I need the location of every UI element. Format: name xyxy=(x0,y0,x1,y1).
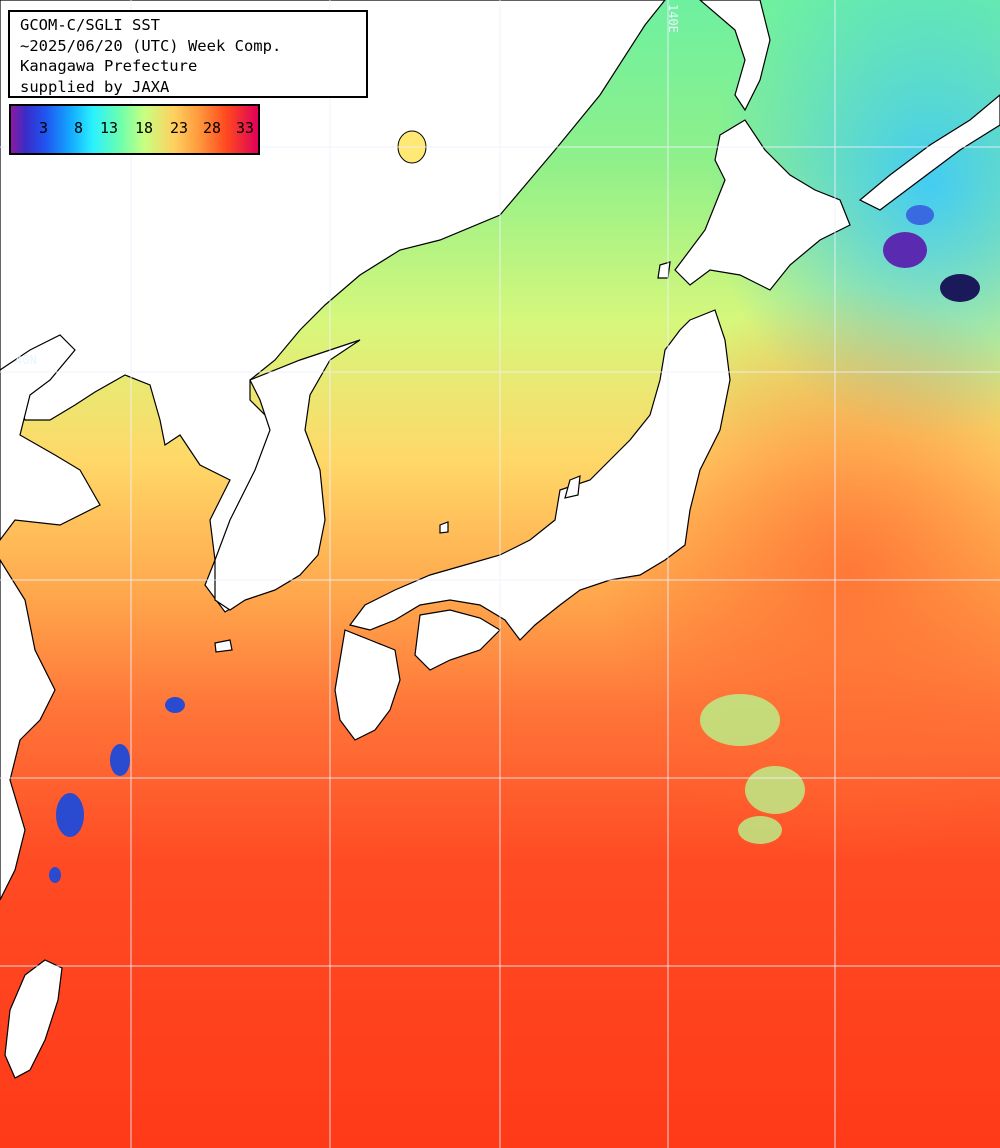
title-line-4: supplied by JAXA xyxy=(20,77,170,96)
title-line-2: ~2025/06/20 (UTC) Week Comp. xyxy=(20,36,282,55)
title-line-1: GCOM-C/SGLI SST xyxy=(20,16,160,34)
landmass-kuril-kamchatka xyxy=(858,94,1000,211)
colorbar-tick: 28 xyxy=(203,119,222,137)
cold-patch-east-hokkaido xyxy=(883,205,980,302)
landmass-taiwan xyxy=(4,959,63,1079)
cloud-specks-west xyxy=(49,697,185,883)
colorbar-tick: 33 xyxy=(236,119,255,137)
colorbar-tick: 13 xyxy=(100,119,119,137)
landmass-china-coast xyxy=(0,558,56,901)
title-line-3: Kanagawa Prefecture xyxy=(20,57,198,75)
landmass-china xyxy=(0,334,101,541)
colorbar-tick: 3 xyxy=(39,119,49,137)
landmass-kyushu xyxy=(334,629,401,741)
landmass-korea xyxy=(214,339,361,611)
landmass-jeju xyxy=(214,639,233,653)
colorbar-tick: 8 xyxy=(74,119,84,137)
landmass-sakhalin xyxy=(699,0,771,112)
landmass-hokkaido xyxy=(674,119,851,291)
latitude-label-40n: 40N xyxy=(15,353,37,367)
landmass-shikoku xyxy=(414,609,501,671)
map-title-box: GCOM-C/SGLI SST ~2025/06/20 (UTC) Week C… xyxy=(8,10,368,98)
longitude-label-140e: 140E xyxy=(666,4,680,33)
landmass-oki xyxy=(439,521,449,534)
colorbar-tick: 23 xyxy=(170,119,189,137)
colorbar-tick: 18 xyxy=(135,119,154,137)
temperature-colorbar: 3 8 13 18 23 28 33 xyxy=(9,104,260,155)
landmass-sado xyxy=(564,475,581,499)
landmass-honshu xyxy=(348,309,731,641)
